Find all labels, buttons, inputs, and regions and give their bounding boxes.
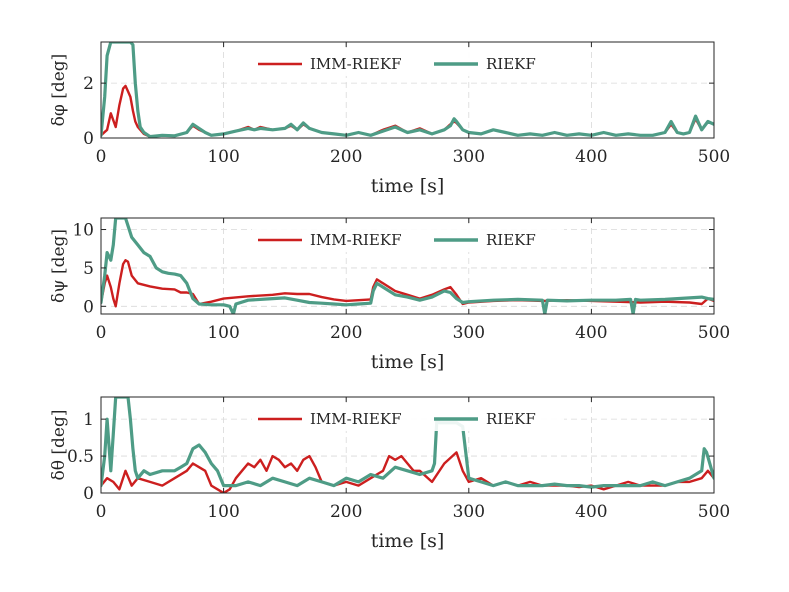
x-tick-label: 0 — [96, 323, 107, 343]
axes-box — [100, 396, 715, 494]
x-tick-label: 500 — [698, 147, 730, 167]
panel-roll: 0 100 200 300 400 500 0 2 time [s] δφ [deg] IMM-RI… — [49, 41, 730, 197]
x-axis-label: time [s] — [371, 530, 445, 552]
x-tick-label: 100 — [207, 147, 239, 167]
legend-label-riekf: RIEKF — [486, 410, 536, 428]
x-tick-label: 200 — [330, 323, 362, 343]
x-axis-label: time [s] — [371, 351, 445, 373]
x-tick-label: 400 — [575, 323, 607, 343]
legend-background — [252, 226, 564, 252]
series-line-riekf — [101, 42, 714, 138]
y-tick-label: 5 — [83, 259, 94, 279]
legend-label-imm-riekf: IMM-RIEKF — [310, 55, 402, 73]
x-tick-label: 300 — [453, 147, 485, 167]
x-tick-label: 200 — [330, 147, 362, 167]
x-axis-label: time [s] — [371, 175, 445, 197]
axes-box — [100, 217, 715, 315]
y-tick-label: 0 — [83, 129, 94, 149]
panel-yaw: 0 100 200 300 400 500 0 5 10 time [s] δψ [deg] IMM-… — [49, 217, 730, 373]
y-tick-label: 1 — [83, 410, 94, 430]
legend-label-riekf: RIEKF — [486, 231, 536, 249]
y-tick-label: 2 — [83, 74, 94, 94]
x-tick-label: 100 — [207, 502, 239, 522]
x-tick-label: 0 — [96, 147, 107, 167]
legend: IMM-RIEKF RIEKF — [252, 50, 564, 76]
series-line-riekf — [101, 218, 714, 314]
legend-label-riekf: RIEKF — [486, 55, 536, 73]
y-tick-label: 10 — [72, 221, 94, 241]
x-tick-label: 300 — [453, 502, 485, 522]
legend: IMM-RIEKF RIEKF — [252, 226, 564, 252]
legend-background — [252, 50, 564, 76]
series-line-riekf — [101, 397, 714, 489]
legend-label-imm-riekf: IMM-RIEKF — [310, 410, 402, 428]
x-tick-label: 400 — [575, 502, 607, 522]
x-tick-label: 100 — [207, 323, 239, 343]
x-tick-label: 300 — [453, 323, 485, 343]
axes-box — [100, 41, 715, 139]
legend-background — [252, 405, 564, 431]
y-tick-label: 0 — [83, 484, 94, 504]
y-tick-label: 0.5 — [67, 447, 94, 467]
y-axis-label: δθ [deg] — [49, 410, 69, 481]
y-axis-label: δψ [deg] — [49, 229, 69, 303]
x-tick-label: 500 — [698, 502, 730, 522]
legend: IMM-RIEKF RIEKF — [252, 405, 564, 431]
x-tick-label: 500 — [698, 323, 730, 343]
y-tick-label: 0 — [83, 297, 94, 317]
legend-label-imm-riekf: IMM-RIEKF — [310, 231, 402, 249]
x-tick-label: 400 — [575, 147, 607, 167]
x-tick-label: 0 — [96, 502, 107, 522]
panel-pitch: 0 100 200 300 400 500 0 0.5 1 time [s] δθ [deg] IMM… — [49, 396, 730, 552]
x-tick-label: 200 — [330, 502, 362, 522]
y-axis-label: δφ [deg] — [49, 54, 69, 127]
